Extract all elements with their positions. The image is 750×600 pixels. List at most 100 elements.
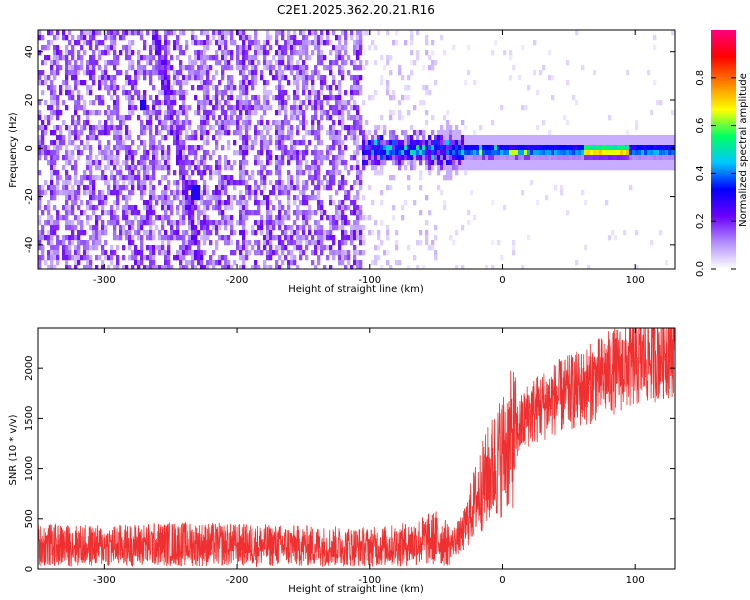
heat-cell <box>626 145 630 151</box>
heat-cell <box>74 85 78 91</box>
heat-cell <box>347 100 351 106</box>
heat-cell <box>365 155 369 161</box>
heat-cell <box>350 35 354 41</box>
heat-cell <box>185 115 189 121</box>
heat-cell <box>143 265 147 269</box>
heat-cell <box>305 85 309 91</box>
heat-cell <box>173 170 177 176</box>
heat-cell <box>341 225 345 231</box>
heat-cell <box>116 55 120 61</box>
heat-cell <box>194 165 198 171</box>
heat-cell <box>581 135 585 141</box>
heat-cell <box>449 150 453 156</box>
heat-cell <box>170 115 174 121</box>
heat-cell <box>446 110 450 116</box>
heat-cell <box>245 110 249 116</box>
heat-cell <box>239 130 243 136</box>
heat-cell <box>509 135 513 141</box>
heat-cell <box>278 100 282 106</box>
heat-cell <box>422 85 426 91</box>
heat-cell <box>143 255 147 261</box>
heat-cell <box>74 235 78 241</box>
heat-cell <box>155 225 159 231</box>
heat-cell <box>446 125 450 131</box>
heat-cell <box>245 240 249 246</box>
heat-cell <box>83 245 87 251</box>
heat-cell <box>389 155 393 161</box>
heat-cell <box>647 145 651 151</box>
snr-x-ticks: -300 -200 -100 0 100 <box>93 328 645 586</box>
heat-cell <box>83 120 87 126</box>
heat-cell <box>47 255 51 261</box>
heat-cell <box>164 165 168 171</box>
heat-cell <box>176 255 180 261</box>
heat-cell <box>284 90 288 96</box>
heat-cell <box>41 245 45 251</box>
heat-cell <box>200 55 204 61</box>
heat-cell <box>491 150 495 156</box>
heat-cell <box>155 70 159 76</box>
heat-cell <box>320 150 324 156</box>
heat-cell <box>425 90 429 96</box>
heat-cell <box>242 125 246 131</box>
heat-cell <box>77 135 81 141</box>
heat-cell <box>197 240 201 246</box>
heat-cell <box>302 45 306 51</box>
heat-cell <box>110 245 114 251</box>
heat-cell <box>266 200 270 206</box>
heat-cell <box>119 185 123 191</box>
heat-cell <box>356 170 360 176</box>
heat-cell <box>146 255 150 261</box>
heat-cell <box>110 250 114 256</box>
heat-cell <box>161 165 165 171</box>
heat-cell <box>164 50 168 56</box>
heat-cell <box>128 220 132 226</box>
heat-cell <box>302 90 306 96</box>
heat-cell <box>428 145 432 151</box>
heat-cell <box>446 130 450 136</box>
heat-cell <box>293 100 297 106</box>
heat-cell <box>101 205 105 211</box>
heat-cell <box>554 140 558 146</box>
heat-cell <box>410 35 414 41</box>
heat-cell <box>575 150 579 156</box>
heat-cell <box>95 240 99 246</box>
heat-cell <box>263 140 267 146</box>
heat-cell <box>455 170 459 176</box>
heat-cell <box>344 180 348 186</box>
heat-cell <box>101 225 105 231</box>
heat-cell <box>95 265 99 269</box>
heat-cell <box>245 150 249 156</box>
heat-cell <box>593 140 597 146</box>
heat-cell <box>89 75 93 81</box>
heat-cell <box>326 100 330 106</box>
heat-cell <box>101 70 105 76</box>
heat-cell <box>404 165 408 171</box>
heat-cell <box>62 245 66 251</box>
heat-cell <box>449 160 453 166</box>
heat-cell <box>149 60 153 66</box>
heat-cell <box>113 145 117 151</box>
heat-cell <box>149 115 153 121</box>
heat-cell <box>212 260 216 266</box>
heat-cell <box>227 125 231 131</box>
heat-cell <box>602 165 606 171</box>
heat-cell <box>569 135 573 141</box>
heat-cell <box>155 145 159 151</box>
heat-cell <box>212 220 216 226</box>
heat-cell <box>473 80 477 86</box>
heat-cell <box>317 185 321 191</box>
heat-cell <box>71 120 75 126</box>
heat-cell <box>278 160 282 166</box>
heat-cell <box>338 55 342 61</box>
heat-cell <box>239 190 243 196</box>
heat-cell <box>167 145 171 151</box>
heat-cell <box>158 140 162 146</box>
heat-cell <box>92 160 96 166</box>
heat-cell <box>203 55 207 61</box>
heat-cell <box>164 230 168 236</box>
heat-cell <box>167 125 171 131</box>
heat-cell <box>176 155 180 161</box>
heat-cell <box>494 135 498 141</box>
heat-cell <box>56 235 60 241</box>
